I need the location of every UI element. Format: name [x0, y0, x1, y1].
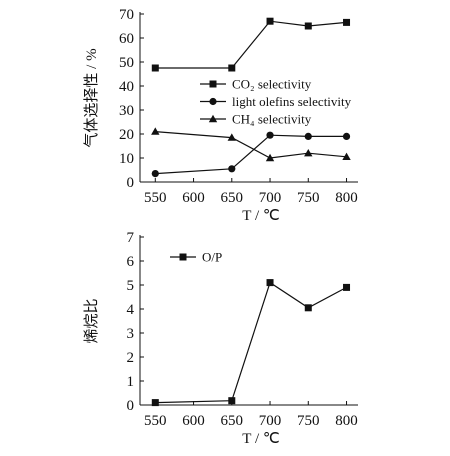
data-point — [151, 399, 159, 407]
legend-marker — [179, 253, 187, 261]
legend-marker — [209, 80, 217, 88]
y-tick-label: 70 — [119, 7, 134, 23]
data-point — [266, 17, 274, 25]
legend-label: O/P — [202, 250, 222, 265]
y-tick-label: 4 — [127, 302, 135, 318]
data-point — [228, 64, 236, 72]
x-tick-label: 750 — [297, 190, 320, 206]
data-point — [304, 132, 312, 140]
x-tick-label: 800 — [335, 413, 358, 429]
data-point — [266, 279, 274, 287]
x-tick-label: 750 — [297, 413, 320, 429]
x-tick-label: 550 — [144, 413, 167, 429]
y-tick-label: 50 — [119, 55, 134, 71]
series-line-1 — [155, 20, 347, 69]
data-point — [228, 397, 236, 405]
data-point — [343, 18, 351, 26]
data-point — [342, 152, 351, 160]
data-point — [343, 283, 351, 291]
y-axis-title: 烯烷比 — [83, 298, 100, 343]
y-tick-label: 7 — [127, 230, 135, 246]
data-point — [304, 22, 312, 30]
data-point — [342, 132, 351, 140]
series-line-3 — [155, 131, 347, 159]
y-tick-label: 60 — [119, 31, 134, 47]
legend-label: light olefins selectivity — [232, 94, 352, 109]
legend-label: CH₄ selectivity — [232, 112, 312, 127]
x-tick-label: 600 — [182, 190, 205, 206]
y-tick-label: 0 — [127, 398, 135, 414]
chart-1: 0 10 20 30 40 50 60 70 550 600 650 700 750 800 T / ℃ 气体… — [83, 7, 358, 224]
x-tick-label: 550 — [144, 190, 167, 206]
legend-marker — [209, 97, 217, 106]
legend-marker — [208, 114, 218, 123]
data-point — [265, 153, 275, 162]
x-tick-label: 700 — [259, 190, 282, 206]
y-tick-label: 3 — [127, 326, 135, 342]
data-point — [304, 304, 312, 312]
x-tick-label: 800 — [335, 190, 358, 206]
series-line-1 — [155, 281, 347, 404]
x-axis-title: T / ℃ — [242, 208, 279, 224]
y-tick-label: 5 — [127, 278, 135, 294]
x-tick-label: 650 — [221, 190, 244, 206]
data-point — [304, 149, 313, 157]
data-point — [227, 133, 236, 141]
data-point — [151, 170, 159, 178]
data-point — [151, 127, 160, 135]
x-tick-label: 700 — [259, 413, 282, 429]
y-tick-label: 6 — [127, 254, 135, 270]
y-tick-label: 40 — [119, 79, 134, 95]
x-tick-label: 650 — [221, 413, 244, 429]
chart-2: 0 1 2 3 4 5 6 7 550 600 650 700 750 800 T / ℃ 烯烷比 O/P — [83, 230, 358, 447]
x-axis-title: T / ℃ — [242, 431, 279, 447]
y-tick-label: 20 — [119, 127, 134, 143]
legend-label: CO₂ selectivity — [232, 77, 312, 92]
y-axis-title: 气体选择性 / % — [83, 48, 100, 147]
data-point — [151, 64, 159, 72]
y-tick-label: 0 — [127, 175, 135, 191]
y-tick-label: 2 — [127, 350, 135, 366]
data-point — [228, 165, 236, 173]
y-tick-label: 1 — [127, 374, 135, 390]
y-tick-label: 30 — [119, 103, 134, 119]
data-point — [266, 131, 274, 139]
y-tick-label: 10 — [119, 151, 134, 167]
x-tick-label: 600 — [182, 413, 205, 429]
